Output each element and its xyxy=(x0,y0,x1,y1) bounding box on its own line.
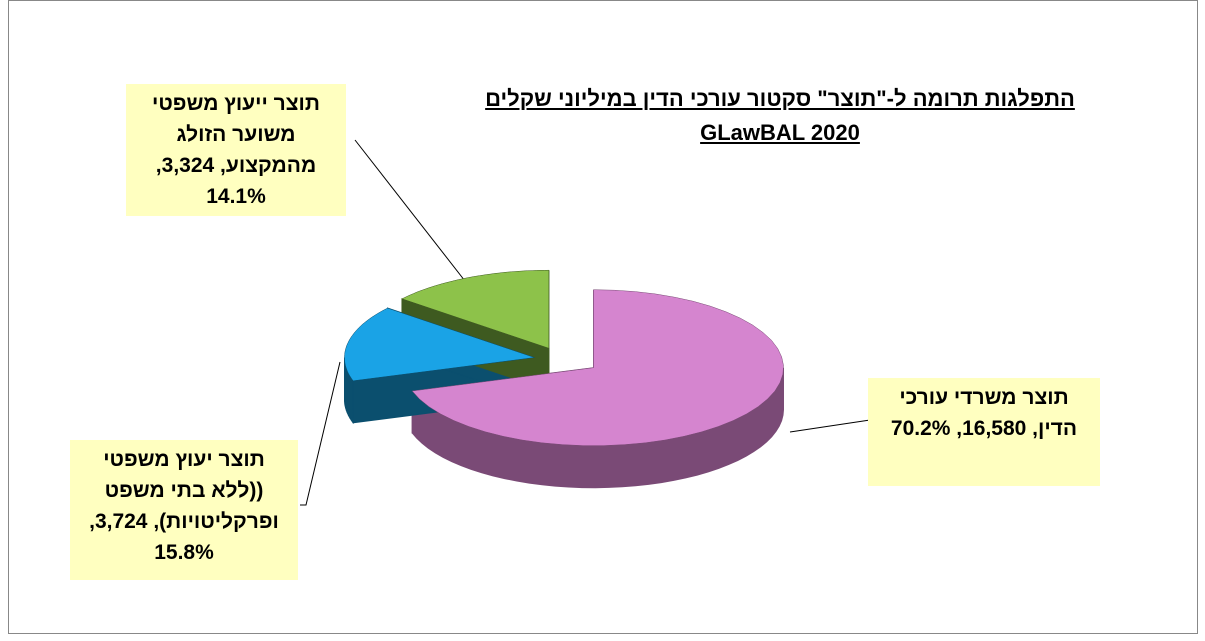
slice xyxy=(344,307,535,382)
slice xyxy=(401,269,550,349)
data-label: תוצר משרדי עורכי הדין, 16,580, 70.2% xyxy=(868,378,1100,486)
chart-title: התפלגות תרומה ל-"תוצר" סקטור עורכי הדין … xyxy=(485,86,1075,111)
chart-subtitle: GLawBAL 2020 xyxy=(700,120,860,145)
slice xyxy=(411,289,784,446)
leader-line xyxy=(300,361,341,506)
leader-line xyxy=(789,419,871,433)
data-label: תוצר יעוץ משפטי ((ללא בתי משפט ופרקליטוי… xyxy=(70,440,298,580)
leader-line xyxy=(354,139,473,291)
data-label: תוצר ייעוץ משפטי משוער הזולג מהמקצוע, 3,… xyxy=(126,84,346,216)
chart-frame xyxy=(8,0,1198,634)
